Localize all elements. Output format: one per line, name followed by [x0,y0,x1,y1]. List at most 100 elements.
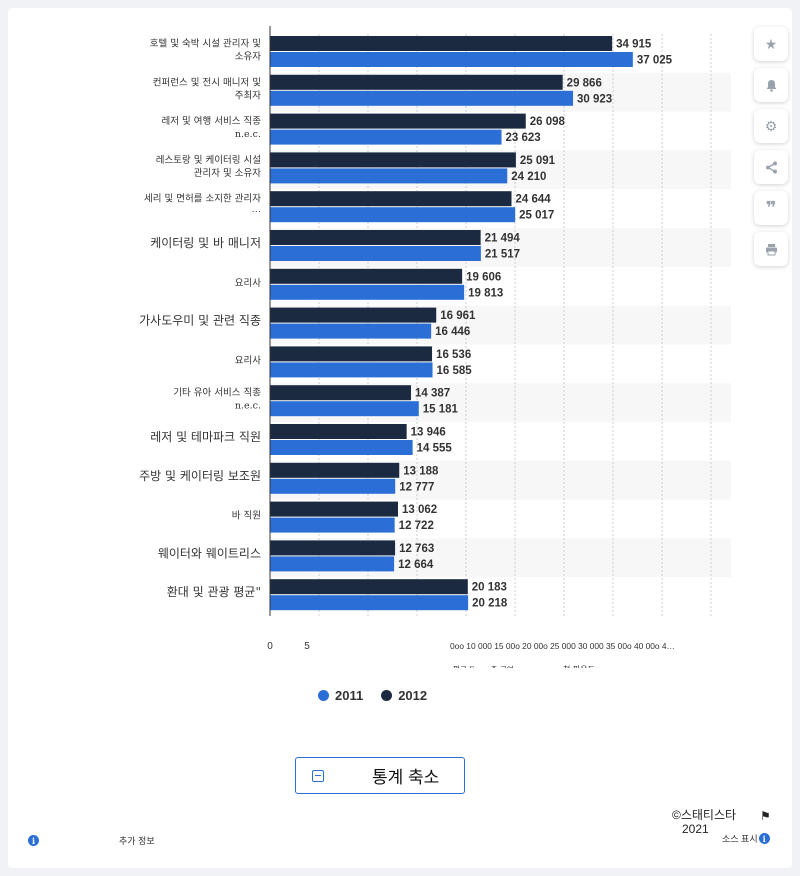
bar-2011 [270,579,468,595]
data-label-2012: 16 585 [437,365,473,377]
cite-button[interactable]: ❞ [754,191,788,225]
category-label: 레스토랑 및 케이터링 시설 [156,154,261,166]
data-label-2011: 16 961 [440,310,476,322]
bar-2012 [270,440,413,455]
share-button[interactable] [754,150,788,184]
show-source[interactable]: 소스 표시 i [722,832,770,845]
bar-2011 [270,74,563,90]
show-source-label: 소스 표시 [722,834,758,844]
star-button[interactable]: ★ [754,27,788,61]
data-label-2011: 20 183 [472,582,507,594]
x-axis-title: 천 파운드 [563,664,595,668]
bar-2012 [270,90,574,106]
category-label: 관리자 및 소유자 [194,167,261,179]
bar-2011 [270,540,396,556]
data-label-2011: 21 494 [485,233,521,245]
category-label: 레저 및 테마파크 직원 [150,430,261,444]
data-label-2011: 12 763 [399,543,434,555]
data-label-2012: 19 813 [468,287,503,299]
flag-icon[interactable]: ⚑ [760,809,771,823]
bar-2011 [270,462,400,478]
bar-2012 [270,478,396,494]
data-label-2011: 25 091 [520,155,556,167]
chart-card: 호텔 및 숙박 시설 관리자 및 소유자 34 915 37 025 컨퍼런스 및 전시… [8,8,792,868]
data-label-2011: 14 387 [415,388,450,400]
category-label: 소유자 [235,52,261,63]
legend-label-2011: 2011 [335,688,364,703]
data-label-2011: 13 188 [403,465,439,477]
data-label-2011: 19 606 [466,271,501,283]
bar-2011 [270,307,437,323]
bar-2012 [270,168,508,184]
data-label-2012: 37 025 [637,55,673,67]
data-label-2012: 12 722 [399,520,434,532]
bar-2011 [270,385,411,401]
chart-legend: 2011 2012 [318,688,427,703]
bar-2012 [270,52,633,67]
category-label: 환대 및 관광 평균" [167,585,261,599]
data-label-2011: 26 098 [530,116,566,128]
bar-2011 [270,152,516,168]
category-label: 가사도우미 및 관련 직종 [139,314,261,328]
category-label: ⋯ [252,207,262,218]
category-label: 케이터링 및 바 매니저 [150,236,261,250]
data-label-2012: 23 623 [506,132,541,144]
bar-2011 [270,191,512,207]
category-label: 요리사 [235,278,261,289]
legend-item-2011[interactable]: 2011 [318,688,363,703]
quote-icon: ❞ [765,197,777,218]
data-label-2011: 13 946 [411,427,446,439]
bar-2011 [270,346,433,362]
category-label: 요리사 [235,355,261,366]
bar-2012 [270,323,432,339]
credit-line-1: ©스태티스타 [672,808,737,822]
legend-swatch-2012 [381,690,393,701]
credit-line-2: 2021 [682,822,709,836]
collapse-statistics-button[interactable]: 통계 축소 [295,757,465,794]
bar-2012 [270,556,395,572]
bar-2011 [270,501,399,517]
additional-info-label: 추가 정보 [119,836,155,846]
data-label-2012: 14 555 [417,443,453,455]
sidebar-toolbar: ★ ⚙ ❞ [754,27,788,273]
category-label: 기타 유아 서비스 직종 [173,388,261,399]
bar-2012 [270,362,433,378]
data-label-2012: 15 181 [423,404,459,416]
x-tick-label: 0 [267,641,273,652]
notification-button[interactable] [754,68,788,102]
additional-info[interactable]: i 추가 정보 [28,834,155,847]
data-label-2011: 16 536 [436,349,471,361]
bar-2012 [270,284,465,300]
data-label-2012: 30 923 [577,93,612,105]
bar-2011 [270,230,481,245]
data-label-2012: 20 218 [472,598,508,610]
data-label-2012: 12 664 [398,559,434,571]
category-label: 레저 및 여행 서비스 직종 [162,115,262,127]
bar-2011 [270,424,407,439]
category-label: 바 직원 [232,511,261,522]
bar-2012 [270,246,481,261]
print-button[interactable] [754,232,788,266]
settings-button[interactable]: ⚙ [754,109,788,143]
category-label: 컨퍼런스 및 전시 매니저 및 [153,76,261,88]
data-label-2012: 16 446 [435,326,470,338]
bar-2011 [270,113,526,129]
info-icon: i [28,835,39,846]
legend-item-2012[interactable]: 2012 [381,688,427,703]
data-label-2011: 13 062 [402,504,437,516]
data-label-2012: 21 517 [485,249,520,261]
category-label: 주최자 [235,90,261,101]
x-axis-title: 평균 Enns 총 급여 [453,664,514,668]
star-icon: ★ [764,35,778,52]
category-label: 웨이터와 웨이트리스 [158,546,261,560]
bar-2012 [270,401,419,417]
legend-label-2012: 2012 [398,688,428,703]
category-label: n.e.c. [235,129,261,140]
share-icon [765,161,777,173]
x-tick-label: 0oo 10 000 15 00o 20 00o 25 000 30 000 3… [450,641,675,651]
data-label-2012: 24 210 [511,171,546,183]
bar-2012 [270,129,502,145]
bar-2012 [270,517,395,533]
statista-credit[interactable]: ©스태티스타 2021 [672,808,736,836]
